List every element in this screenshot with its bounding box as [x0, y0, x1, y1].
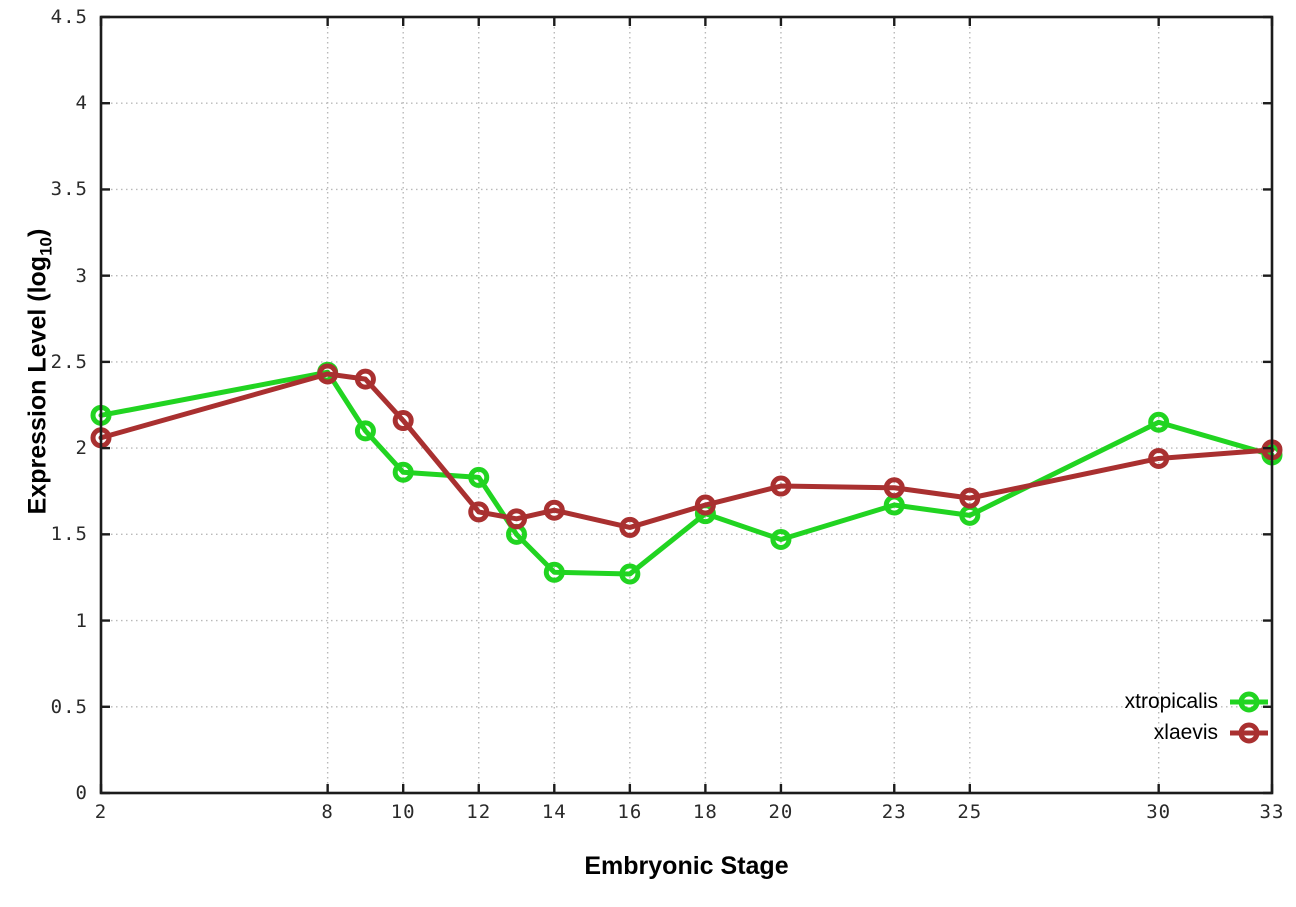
y-axis-title-close: ): [23, 228, 52, 237]
data-point-xlaevis-stage-12: [468, 501, 490, 523]
legend-marker-xtropicalis-icon: [1230, 691, 1268, 712]
legend-label: xlaevis: [1153, 721, 1218, 744]
data-point-xtropicalis-stage-20: [770, 529, 792, 551]
x-tick-label: 14: [541, 801, 567, 823]
x-tick-label: 18: [692, 801, 718, 823]
x-axis-title: Embryonic Stage: [584, 852, 789, 880]
data-point-xlaevis-stage-30: [1148, 447, 1170, 469]
y-tick-label: 4.5: [50, 6, 88, 28]
data-point-xlaevis-stage-14: [543, 499, 565, 521]
data-point-xtropicalis-stage-16: [619, 563, 641, 585]
legend-entry-xlaevis: xlaevis: [1154, 719, 1270, 746]
data-point-xtropicalis-stage-14: [543, 561, 565, 583]
y-tick-label: 1.5: [50, 523, 88, 546]
x-tick-label: 30: [1146, 801, 1172, 823]
x-tick-label: 33: [1259, 801, 1285, 823]
x-tick-label: 20: [768, 801, 794, 823]
data-point-xlaevis-stage-25: [959, 487, 981, 509]
x-tick-label: 2: [94, 801, 108, 823]
y-tick-label: 3.5: [50, 178, 88, 201]
legend-entry-xtropicalis: xtropicalis: [1125, 688, 1270, 715]
y-tick-label: 2: [75, 437, 88, 460]
data-point-xtropicalis-stage-9: [354, 420, 376, 442]
x-tick-label: 25: [957, 801, 983, 823]
y-tick-label: 2.5: [50, 350, 88, 373]
data-point-xtropicalis-stage-12: [468, 466, 490, 488]
x-tick-label: 8: [321, 801, 334, 823]
gridlines: [101, 17, 1272, 793]
y-tick-label: 0: [75, 782, 88, 804]
x-tick-label: 16: [617, 801, 643, 823]
data-point-xlaevis-stage-18: [694, 494, 716, 516]
data-point-xlaevis-stage-9: [354, 368, 376, 390]
y-axis-title-subscript: 10: [36, 237, 56, 256]
data-point-xlaevis-stage-20: [770, 475, 792, 497]
x-tick-label: 10: [390, 801, 416, 823]
axis-tick-marks: [99, 15, 1274, 795]
data-point-xlaevis-stage-13: [506, 508, 528, 530]
data-point-xtropicalis-stage-10: [392, 461, 414, 483]
y-tick-label: 3: [75, 264, 88, 287]
legend: xtropicalis xlaevis: [1125, 688, 1270, 746]
plot-border: [99, 15, 1274, 795]
y-tick-label: 4: [75, 92, 88, 115]
data-point-xlaevis-stage-23: [883, 477, 905, 499]
y-axis-title-text: Expression Level (log: [23, 255, 52, 515]
y-tick-label: 1: [75, 609, 88, 632]
data-point-xlaevis-stage-10: [392, 410, 414, 432]
y-axis-title: Expression Level (log10): [24, 152, 57, 592]
data-point-xlaevis-stage-16: [619, 516, 641, 538]
y-tick-label: 0.5: [50, 695, 88, 718]
legend-label: xtropicalis: [1124, 690, 1218, 713]
legend-marker-xlaevis-icon: [1230, 722, 1268, 743]
x-tick-label: 12: [466, 801, 492, 823]
x-tick-label: 23: [881, 801, 907, 823]
data-point-xlaevis-stage-8: [317, 363, 339, 385]
data-point-xtropicalis-stage-30: [1148, 411, 1170, 433]
